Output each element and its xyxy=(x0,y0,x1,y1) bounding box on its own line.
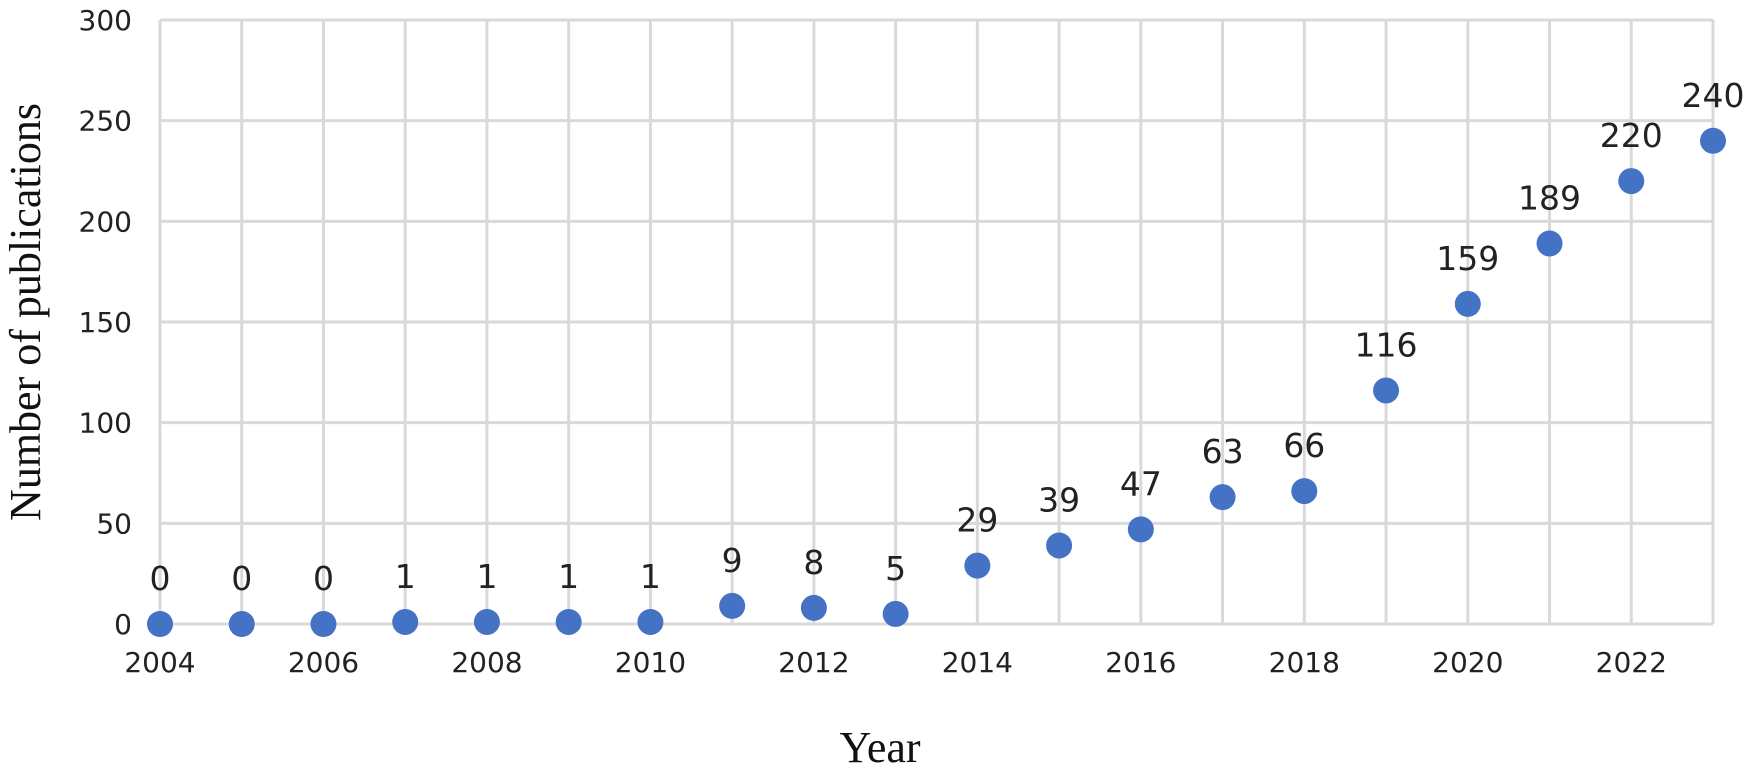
data-point xyxy=(1536,230,1563,257)
data-point xyxy=(392,608,419,635)
x-tick-label: 2006 xyxy=(288,646,359,679)
grid xyxy=(158,18,1715,626)
data-label: 47 xyxy=(1120,464,1162,503)
data-label: 1 xyxy=(395,557,416,596)
y-tick-label: 200 xyxy=(79,205,132,238)
x-tick-label: 2004 xyxy=(124,646,195,679)
data-point xyxy=(310,611,337,637)
y-axis-ticks: 0 50 100 150 200 250 300 xyxy=(79,4,132,641)
x-axis-ticks: 2004 2006 2008 2010 2012 2014 2016 2018 2020 2022 xyxy=(124,646,1667,679)
data-label: 5 xyxy=(885,549,906,588)
y-tick-label: 0 xyxy=(114,608,132,641)
data-point xyxy=(1127,516,1154,543)
y-tick-label: 50 xyxy=(96,507,132,540)
data-point xyxy=(964,552,991,579)
data-point xyxy=(1291,478,1318,505)
data-label: 63 xyxy=(1202,432,1244,471)
x-tick-label: 2014 xyxy=(942,646,1013,679)
data-label: 0 xyxy=(231,559,252,598)
x-tick-label: 2008 xyxy=(451,646,522,679)
x-tick-label: 2012 xyxy=(778,646,849,679)
data-label: 1 xyxy=(558,557,579,596)
data-point xyxy=(473,608,500,635)
y-tick-label: 100 xyxy=(79,407,132,440)
data-point xyxy=(800,594,827,621)
x-tick-label: 2022 xyxy=(1596,646,1667,679)
data-label: 159 xyxy=(1436,239,1499,278)
data-label: 0 xyxy=(150,559,171,598)
data-label: 220 xyxy=(1600,116,1663,155)
data-point xyxy=(1618,168,1645,195)
data-label: 189 xyxy=(1518,178,1581,217)
data-point xyxy=(228,611,255,637)
data-label: 9 xyxy=(722,541,743,580)
data-points xyxy=(147,127,1726,637)
data-label: 1 xyxy=(640,557,661,596)
data-point xyxy=(1373,377,1400,404)
x-tick-label: 2010 xyxy=(615,646,686,679)
data-point xyxy=(1700,127,1726,154)
data-point xyxy=(555,608,582,635)
data-point xyxy=(1454,290,1481,317)
x-tick-label: 2018 xyxy=(1269,646,1340,679)
data-label: 8 xyxy=(803,543,824,582)
data-label: 0 xyxy=(313,559,334,598)
data-point xyxy=(719,592,746,619)
y-tick-label: 150 xyxy=(79,306,132,339)
data-point xyxy=(637,608,664,635)
x-axis-title: Year xyxy=(839,723,920,772)
data-label: 29 xyxy=(956,501,998,540)
x-tick-label: 2020 xyxy=(1432,646,1503,679)
y-axis-title: Number of publications xyxy=(1,103,50,521)
data-labels: 0 0 0 1 1 1 1 9 8 5 29 39 47 63 66 116 159 189 220 240 xyxy=(150,76,1745,598)
data-point xyxy=(1046,532,1073,559)
y-tick-label: 250 xyxy=(79,105,132,138)
data-point xyxy=(1209,484,1236,511)
data-label: 39 xyxy=(1038,480,1080,519)
data-label: 66 xyxy=(1283,426,1325,465)
data-point xyxy=(882,600,909,627)
data-label: 116 xyxy=(1355,325,1418,364)
y-tick-label: 300 xyxy=(79,4,132,37)
x-tick-label: 2016 xyxy=(1105,646,1176,679)
data-label: 1 xyxy=(476,557,497,596)
data-label: 240 xyxy=(1682,76,1745,115)
data-point xyxy=(147,611,173,637)
